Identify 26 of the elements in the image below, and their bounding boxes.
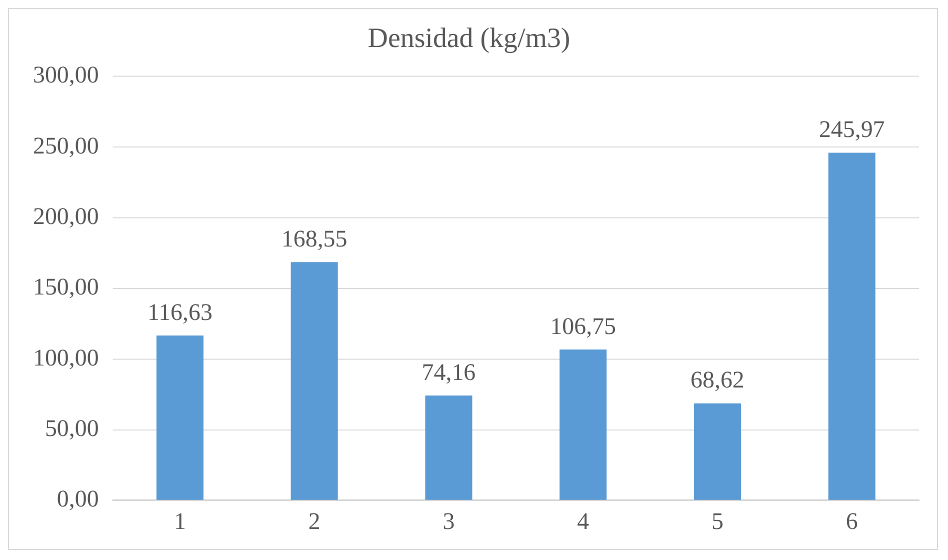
bar [694,403,741,500]
x-tick-label: 1 [174,508,186,535]
data-label: 106,75 [550,314,616,340]
bar [290,262,338,500]
data-label: 116,63 [148,300,212,326]
bar [425,396,472,500]
y-tick-label: 100,00 [33,345,99,372]
y-tick-label: 250,00 [33,133,99,160]
y-tick-label: 50,00 [44,416,99,442]
chart-title: Densidad (kg/m3) [368,23,570,54]
y-tick-label: 0,00 [56,486,99,513]
y-tick-label: 150,00 [33,274,99,301]
bar [560,349,607,500]
data-label: 74,16 [422,360,476,386]
x-tick-label: 5 [711,508,724,535]
data-label: 68,62 [690,368,744,394]
x-tick-label: 4 [577,508,590,535]
bar [156,336,204,500]
y-tick-label: 200,00 [33,204,99,230]
bar [828,152,876,500]
x-tick-label: 2 [308,508,320,535]
x-tick-label: 6 [846,508,858,535]
x-tick-label: 3 [442,508,455,535]
y-tick-label: 300,00 [33,62,99,89]
data-label: 168,55 [281,226,348,252]
data-label: 245,97 [818,117,885,144]
